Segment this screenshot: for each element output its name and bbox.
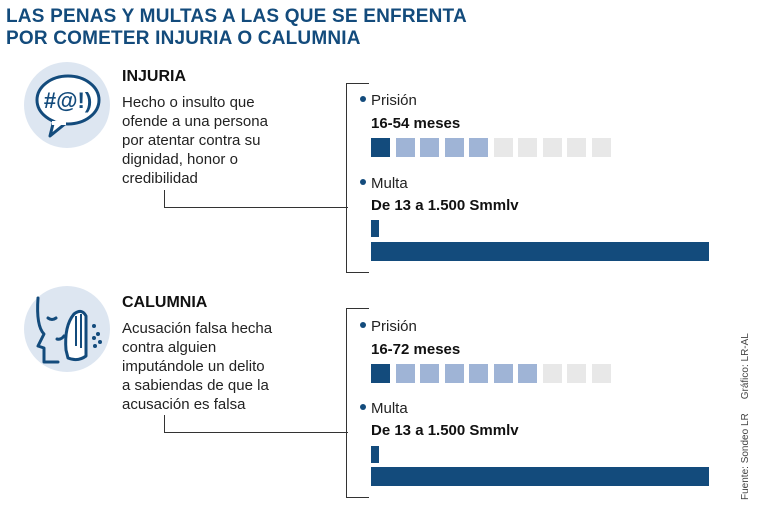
prision-block xyxy=(567,138,586,157)
page-title: LAS PENAS Y MULTAS A LAS QUE SE ENFRENTA… xyxy=(6,6,706,50)
prision-block xyxy=(444,138,464,157)
prision-block xyxy=(567,364,586,383)
prision-block xyxy=(518,364,537,383)
crime-description-injuria: Hecho o insulto que ofende a una persona… xyxy=(122,94,268,187)
prision-block xyxy=(493,364,513,383)
whispering-face-icon xyxy=(24,286,110,372)
prision-block xyxy=(542,138,562,157)
prision-block xyxy=(371,364,390,383)
crime-name-injuria: INJURIA xyxy=(122,68,187,85)
prision-block xyxy=(371,138,390,157)
multa-min-bar xyxy=(371,446,379,463)
prision-block xyxy=(591,364,611,383)
prision-block xyxy=(591,138,611,157)
prision-value: 16-72 meses xyxy=(371,341,461,358)
multa-value: De 13 a 1.500 Smmlv xyxy=(371,422,519,439)
crime-description-calumnia: Acusación falsa hecha contra alguien imp… xyxy=(122,320,273,413)
prision-block xyxy=(395,138,415,157)
prision-block xyxy=(420,138,439,157)
prision-label: Prisión xyxy=(360,318,417,335)
credit-text: Gráfico: LR-AL xyxy=(740,333,751,400)
source-credit: Fuente: Sondeo LR Gráfico: LR-AL xyxy=(740,319,751,500)
bracket xyxy=(346,308,369,498)
multa-label: Multa xyxy=(360,175,408,192)
multa-min-bar xyxy=(371,220,379,237)
prision-block xyxy=(518,138,537,157)
crime-name-calumnia: CALUMNIA xyxy=(122,294,208,311)
multa-max-bar xyxy=(371,467,709,486)
title-line-1: LAS PENAS Y MULTAS A LAS QUE SE ENFRENTA xyxy=(6,6,467,27)
connector-line xyxy=(164,190,348,208)
multa-value: De 13 a 1.500 Smmlv xyxy=(371,197,519,214)
multa-max-bar xyxy=(371,242,709,261)
multa-label: Multa xyxy=(360,400,408,417)
title-line-2: POR COMETER INJURIA O CALUMNIA xyxy=(6,28,361,49)
prision-label: Prisión xyxy=(360,92,417,109)
prision-block xyxy=(493,138,513,157)
prision-block xyxy=(395,364,415,383)
icon-symbols: #@!) xyxy=(44,88,92,113)
prision-block xyxy=(444,364,464,383)
prision-block xyxy=(469,138,488,157)
prision-value: 16-54 meses xyxy=(371,115,461,132)
source-text: Fuente: Sondeo LR xyxy=(740,413,751,500)
prision-block xyxy=(469,364,488,383)
speech-bubble-swear-icon: #@!) xyxy=(24,62,110,148)
connector-line xyxy=(164,415,348,433)
bracket xyxy=(346,83,369,273)
prision-block xyxy=(420,364,439,383)
prision-block xyxy=(542,364,562,383)
